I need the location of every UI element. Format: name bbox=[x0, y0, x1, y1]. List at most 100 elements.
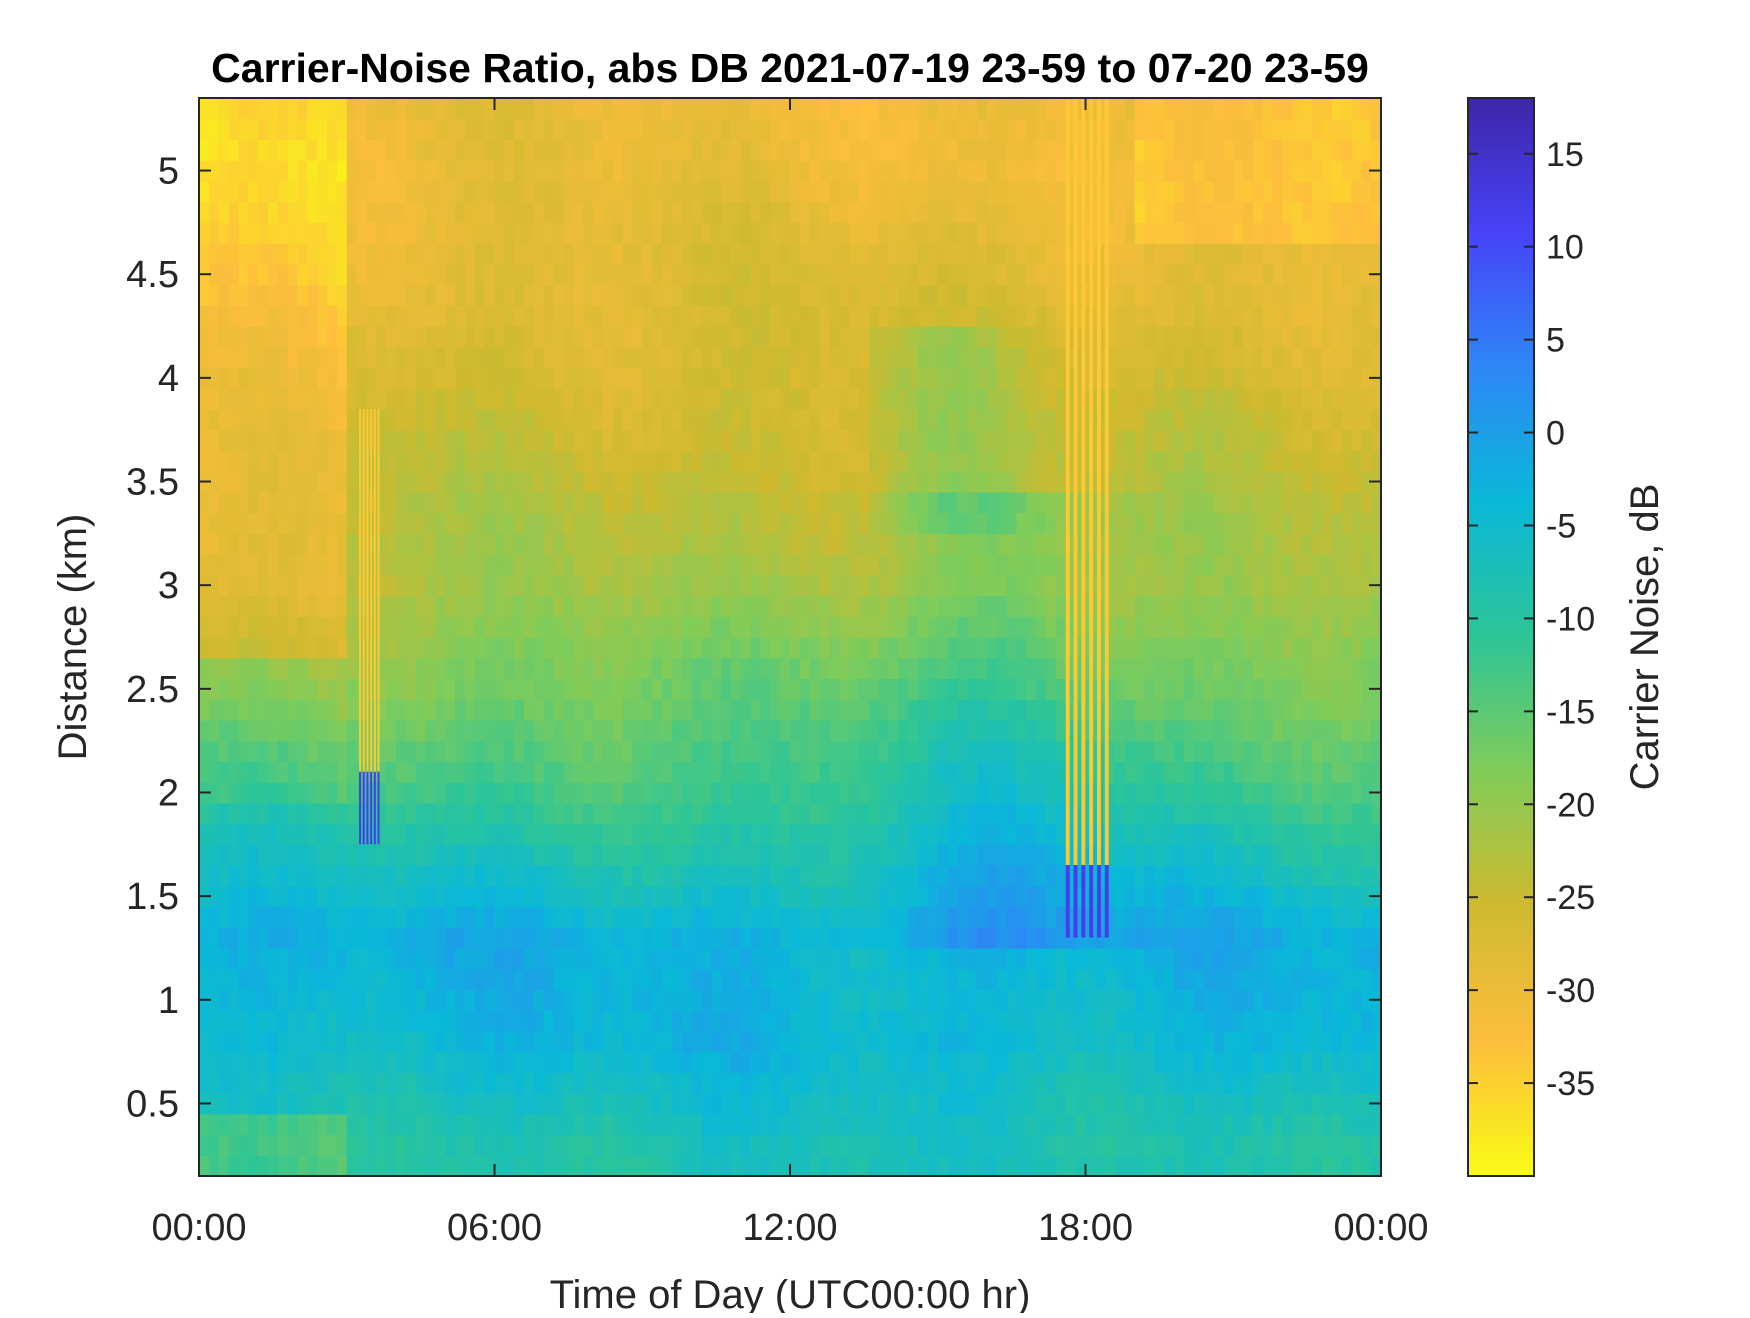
heatmap-cell bbox=[593, 222, 604, 244]
heatmap-cell bbox=[248, 1134, 259, 1156]
heatmap-cell bbox=[435, 823, 446, 845]
heatmap-cell bbox=[386, 1093, 397, 1115]
heatmap-cell bbox=[435, 388, 446, 410]
heatmap-cell bbox=[425, 844, 436, 866]
heatmap-cell bbox=[967, 491, 978, 514]
heatmap-cell bbox=[425, 512, 436, 534]
heatmap-cell bbox=[228, 284, 239, 306]
heatmap-cell bbox=[898, 740, 909, 762]
heatmap-cell bbox=[386, 844, 397, 866]
heatmap-cell bbox=[691, 989, 702, 1011]
heatmap-cell bbox=[652, 512, 663, 534]
heatmap-cell bbox=[750, 699, 762, 721]
heatmap-cell bbox=[750, 678, 762, 700]
heatmap-cell bbox=[750, 947, 762, 970]
heatmap-cell bbox=[1006, 98, 1018, 120]
heatmap-cell bbox=[750, 761, 762, 783]
heatmap-cell bbox=[652, 657, 663, 680]
heatmap-cell bbox=[327, 180, 338, 203]
heatmap-cell bbox=[721, 761, 732, 783]
heatmap-cell bbox=[543, 222, 555, 244]
heatmap-cell bbox=[297, 947, 308, 970]
heatmap-cell bbox=[346, 222, 358, 244]
heatmap-cell bbox=[947, 284, 959, 306]
heatmap-cell bbox=[829, 678, 840, 700]
heatmap-cell bbox=[1006, 927, 1018, 949]
heatmap-cell bbox=[228, 740, 239, 762]
heatmap-cell bbox=[356, 367, 368, 389]
heatmap-cell bbox=[573, 574, 584, 597]
heatmap-cell bbox=[671, 616, 683, 638]
heatmap-cell bbox=[661, 1072, 673, 1094]
heatmap-cell bbox=[1105, 554, 1116, 576]
heatmap-cell bbox=[218, 326, 230, 348]
heatmap-cell bbox=[849, 595, 860, 617]
heatmap-cell bbox=[484, 782, 496, 804]
heatmap-cell bbox=[396, 968, 407, 991]
heatmap-cell bbox=[287, 616, 299, 638]
heatmap-cell bbox=[1026, 1030, 1037, 1053]
heatmap-cell bbox=[809, 98, 821, 120]
heatmap-cell bbox=[494, 823, 505, 845]
heatmap-cell bbox=[258, 719, 269, 742]
heatmap-cell bbox=[809, 719, 821, 742]
heatmap-cell bbox=[533, 865, 545, 887]
heatmap-cell bbox=[967, 263, 978, 286]
heatmap-cell bbox=[317, 491, 328, 514]
heatmap-cell bbox=[829, 1072, 840, 1094]
heatmap-cell bbox=[1016, 595, 1027, 617]
heatmap-cell bbox=[267, 222, 279, 244]
heatmap-cell bbox=[593, 989, 604, 1011]
heatmap-cell bbox=[307, 1030, 318, 1053]
heatmap-cell bbox=[1144, 1113, 1156, 1136]
heatmap-cell bbox=[1124, 1134, 1136, 1156]
heatmap-cell bbox=[425, 1010, 436, 1032]
heatmap-cell bbox=[524, 180, 535, 203]
heatmap-cell bbox=[524, 491, 535, 514]
heatmap-cell bbox=[494, 222, 505, 244]
heatmap-cell bbox=[307, 761, 318, 783]
heatmap-cell bbox=[809, 367, 821, 389]
heatmap-cell bbox=[1075, 782, 1087, 804]
heatmap-cell bbox=[612, 885, 624, 908]
heatmap-cell bbox=[1105, 761, 1116, 783]
heatmap-cell bbox=[1055, 595, 1067, 617]
heatmap-cell bbox=[396, 98, 407, 120]
heatmap-cell bbox=[957, 574, 968, 597]
heatmap-cell bbox=[593, 1134, 604, 1156]
heatmap-cell bbox=[711, 201, 722, 223]
heatmap-cell bbox=[947, 637, 959, 659]
heatmap-cell bbox=[287, 761, 299, 783]
heatmap-cell bbox=[1026, 326, 1037, 348]
heatmap-cell bbox=[553, 346, 565, 369]
heatmap-cell bbox=[1036, 139, 1047, 161]
heatmap-cell bbox=[474, 388, 486, 410]
heatmap-cell bbox=[888, 1155, 899, 1176]
heatmap-cell bbox=[356, 865, 368, 887]
heatmap-cell bbox=[435, 429, 446, 452]
heatmap-cell bbox=[208, 512, 220, 534]
heatmap-cell bbox=[927, 326, 939, 348]
heatmap-cell bbox=[553, 968, 565, 991]
heatmap-cell bbox=[1134, 1113, 1146, 1136]
heatmap-cell bbox=[1115, 201, 1126, 223]
heatmap-cell bbox=[297, 616, 308, 638]
heatmap-cell bbox=[464, 595, 476, 617]
heatmap-cell bbox=[898, 326, 909, 348]
heatmap-cell bbox=[346, 844, 358, 866]
heatmap-cell bbox=[277, 927, 289, 949]
heatmap-cell bbox=[199, 1051, 210, 1073]
heatmap-cell bbox=[849, 761, 860, 783]
heatmap-cell bbox=[721, 180, 732, 203]
heatmap-cell bbox=[346, 554, 358, 576]
heatmap-cell bbox=[1055, 160, 1067, 182]
heatmap-cell bbox=[1134, 408, 1146, 431]
heatmap-cell bbox=[1075, 367, 1087, 389]
heatmap-cell bbox=[849, 180, 860, 203]
heatmap-cell bbox=[937, 1134, 949, 1156]
heatmap-cell bbox=[996, 471, 1008, 493]
heatmap-cell bbox=[770, 201, 781, 223]
heatmap-cell bbox=[829, 160, 840, 182]
heatmap-cell bbox=[445, 201, 456, 223]
heatmap-cell bbox=[711, 761, 722, 783]
